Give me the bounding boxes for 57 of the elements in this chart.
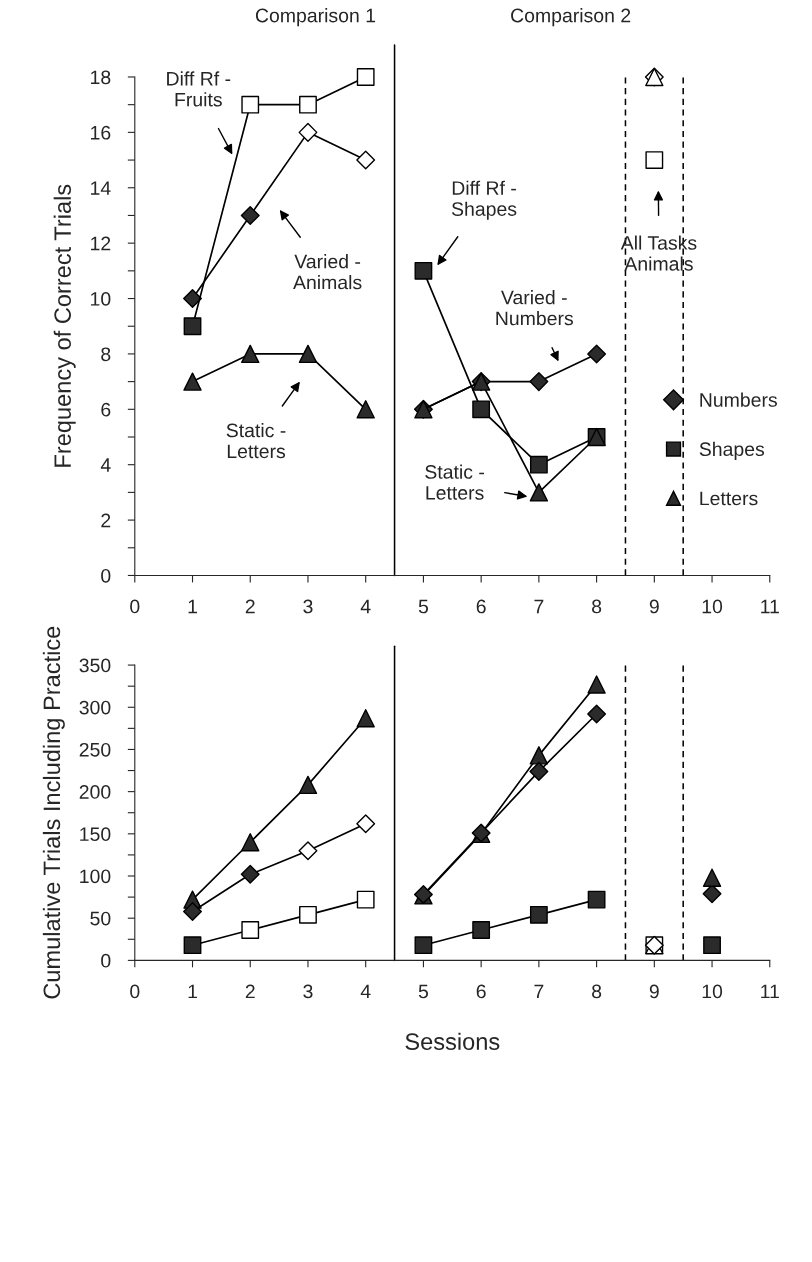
text: Comparison 2: [511, 8, 631, 27]
annotation: Static - Letters: [226, 423, 286, 459]
x-tick-label: 3: [303, 984, 313, 999]
x-tick-label: 6: [476, 599, 486, 614]
annotation: Diff Rf - Shapes: [451, 180, 517, 220]
y-axis-title: Cumulative Trials Including Practice: [42, 626, 65, 999]
y-axis-title: Frequency of Correct Trials: [53, 184, 76, 467]
x-tick-label: 5: [418, 599, 429, 614]
x-tick-label: 10: [702, 599, 723, 614]
x-tick-label: 8: [592, 984, 602, 999]
x-tick-label: 11: [761, 599, 779, 614]
x-tick-label: 8: [592, 599, 602, 614]
x-tick-label: 4: [360, 984, 371, 999]
x-tick-label: 4: [360, 599, 371, 614]
x-tick-label: 0: [130, 984, 140, 999]
x-tick-label: 2: [245, 599, 255, 614]
x-tick-label: 1: [188, 599, 197, 614]
x-tick-label: 7: [534, 984, 544, 999]
y-tick-label: 350: [79, 658, 111, 673]
y-tick-label: 0: [101, 953, 111, 968]
x-tick-label: 3: [303, 599, 313, 614]
x-tick-label: 9: [649, 599, 659, 614]
y-tick-label: 0: [101, 568, 111, 583]
y-tick-label: 6: [101, 402, 111, 417]
x-tick-label: 6: [476, 984, 486, 999]
y-tick-label: 250: [79, 742, 111, 757]
legend-label: Shapes: [699, 441, 765, 460]
y-tick-label: 8: [101, 347, 111, 362]
x-tick-label: 11: [761, 984, 779, 999]
legend-label: Numbers: [700, 392, 777, 407]
x-tick-label: 7: [534, 599, 544, 614]
x-tick-label: 10: [702, 984, 723, 999]
y-tick-label: 14: [91, 181, 111, 195]
x-tick-label: 9: [649, 984, 659, 999]
y-tick-label: 10: [91, 292, 111, 306]
x-axis-title: Sessions: [405, 1032, 500, 1051]
y-tick-label: 200: [79, 785, 111, 799]
annotation: All Tasks Animals: [620, 235, 697, 271]
legend-label: Letters: [700, 491, 758, 506]
x-tick-label: 1: [188, 984, 197, 999]
y-tick-label: 4: [100, 458, 111, 472]
x-tick-label: 0: [130, 599, 140, 614]
y-tick-label: 16: [91, 125, 111, 140]
annotation: Varied - Numbers: [496, 290, 573, 326]
x-tick-label: 2: [245, 984, 255, 999]
y-tick-label: 100: [80, 869, 111, 884]
y-tick-label: 150: [80, 827, 111, 842]
y-tick-label: 300: [79, 700, 111, 715]
text: Comparison 1: [255, 8, 376, 27]
y-tick-label: 2: [101, 513, 111, 528]
annotation: Static - Letters: [425, 464, 484, 500]
x-tick-label: 5: [418, 984, 429, 999]
annotation: Varied - Animals: [293, 254, 362, 290]
y-tick-label: 50: [90, 911, 111, 926]
y-tick-label: 12: [91, 236, 111, 251]
y-tick-label: 18: [91, 70, 111, 85]
annotation: Diff Rf - Fruits: [167, 71, 231, 107]
